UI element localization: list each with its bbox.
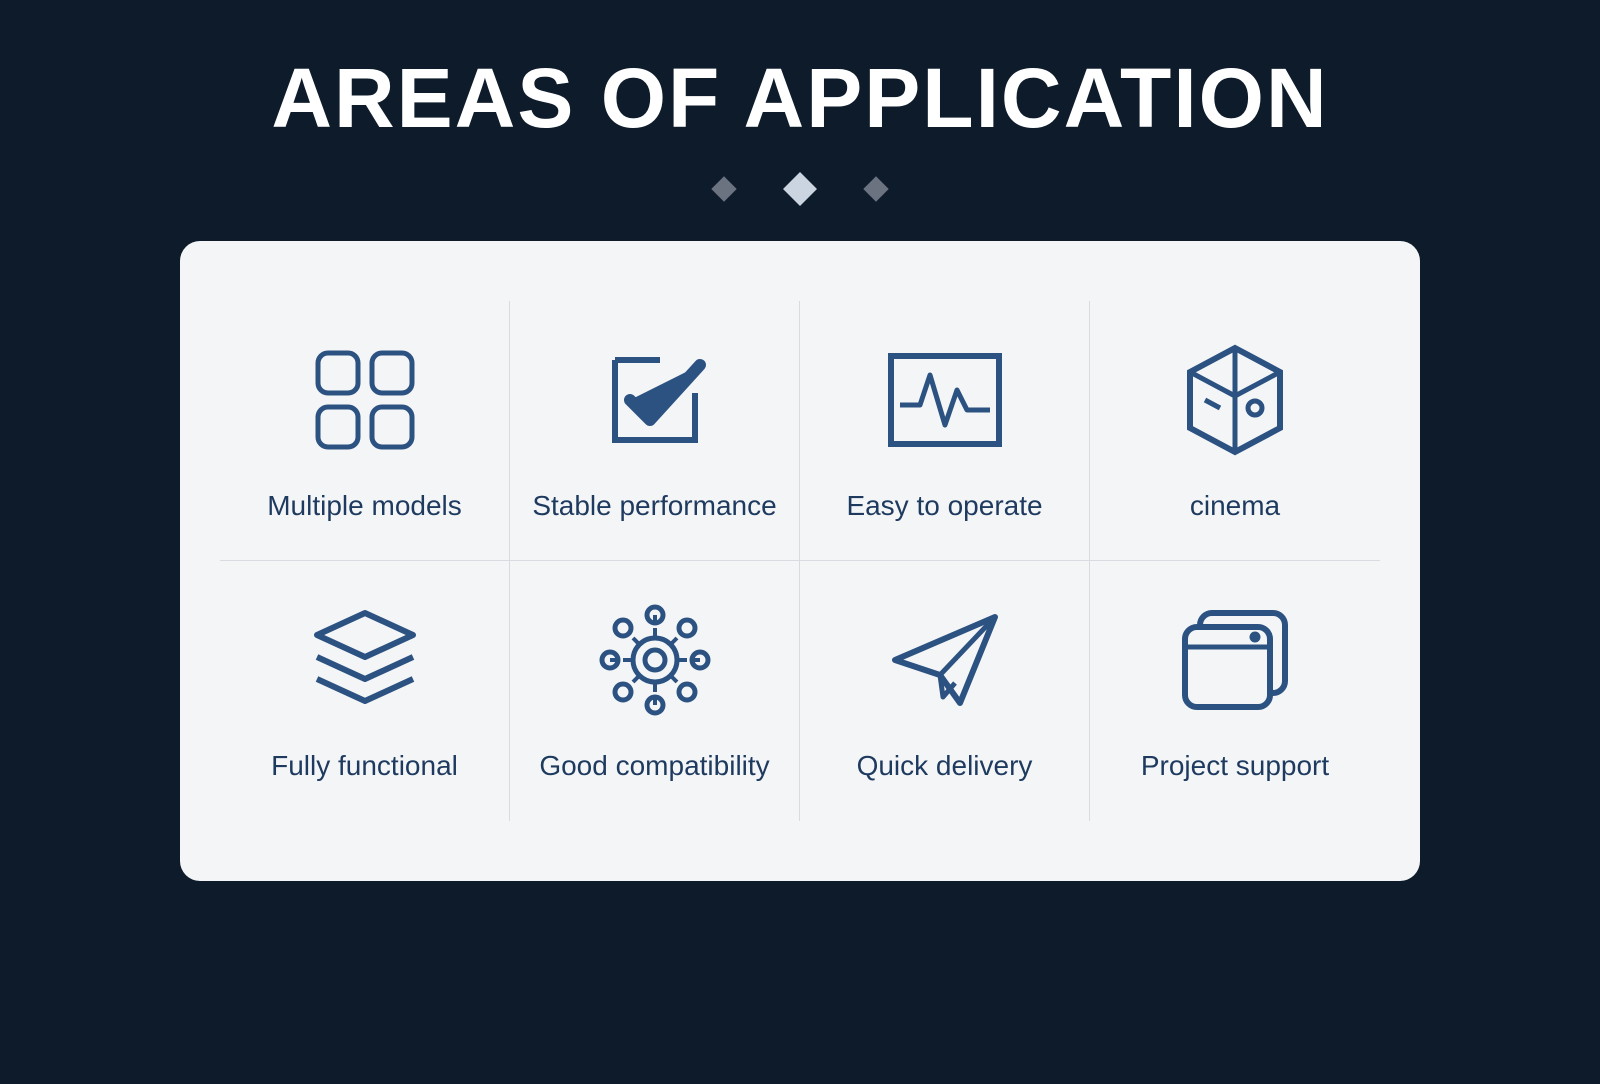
feature-cell-multiple-models: Multiple models [220, 301, 510, 561]
feature-label: Multiple models [267, 490, 462, 522]
feature-cell-fully-functional: Fully functional [220, 561, 510, 821]
feature-label: Quick delivery [857, 750, 1033, 782]
feature-cell-quick-delivery: Quick delivery [800, 561, 1090, 821]
gear-network-icon [595, 600, 715, 720]
diamond-icon [783, 172, 817, 206]
feature-cell-cinema: cinema [1090, 301, 1380, 561]
decorative-diamonds [715, 177, 885, 201]
feature-label: Project support [1141, 750, 1329, 782]
diamond-icon [863, 176, 888, 201]
feature-cell-good-compatibility: Good compatibility [510, 561, 800, 821]
feature-label: Good compatibility [539, 750, 769, 782]
main-container: AREAS OF APPLICATION Multiple models [0, 0, 1600, 1084]
checkmark-icon [600, 340, 710, 460]
monitor-icon [885, 340, 1005, 460]
features-card: Multiple models Stable performance Easy … [180, 241, 1420, 881]
feature-label: Stable performance [532, 490, 776, 522]
grid-icon [310, 340, 420, 460]
diamond-icon [711, 176, 736, 201]
windows-icon [1175, 600, 1295, 720]
feature-label: cinema [1190, 490, 1280, 522]
feature-cell-project-support: Project support [1090, 561, 1380, 821]
paper-plane-icon [885, 600, 1005, 720]
feature-label: Fully functional [271, 750, 458, 782]
cube-icon [1180, 340, 1290, 460]
feature-cell-stable-performance: Stable performance [510, 301, 800, 561]
layers-icon [305, 600, 425, 720]
feature-cell-easy-operate: Easy to operate [800, 301, 1090, 561]
feature-label: Easy to operate [846, 490, 1042, 522]
page-title: AREAS OF APPLICATION [271, 50, 1328, 147]
